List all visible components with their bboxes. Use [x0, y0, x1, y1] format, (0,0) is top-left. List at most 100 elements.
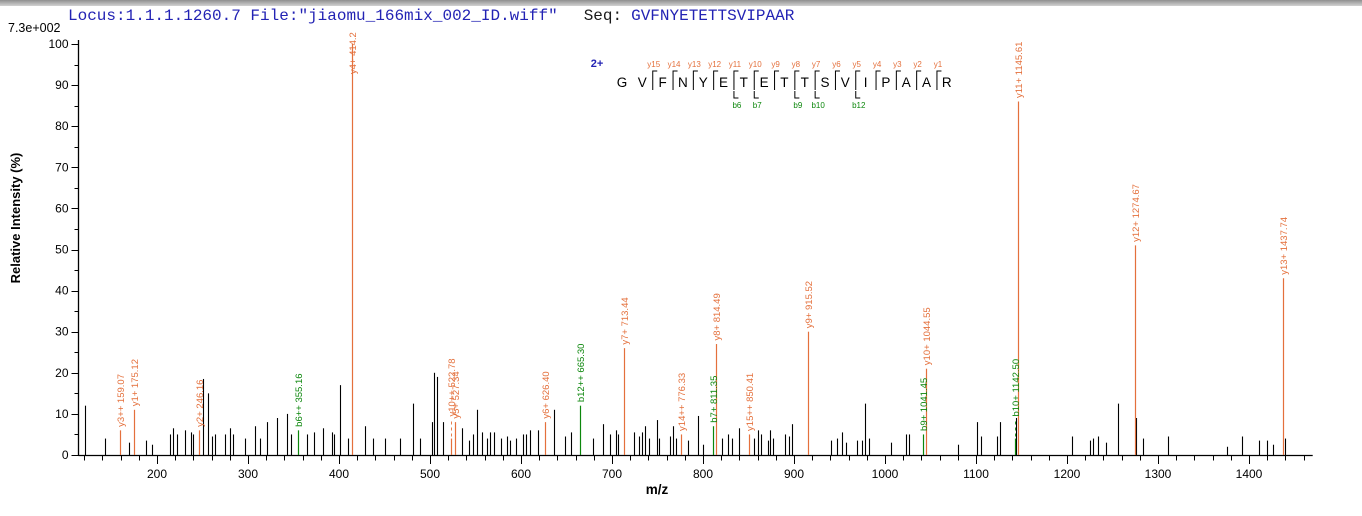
window-chrome-strip — [0, 0, 1362, 6]
peak-label: y2+ 246.16 — [195, 380, 206, 427]
x-tick-label: 800 — [693, 467, 713, 481]
x-tick-label: 1300 — [1145, 467, 1172, 481]
peak-label: y10+ 1044.55 — [922, 307, 933, 365]
sequence-residue: V — [638, 75, 647, 90]
y-ion-cleavage-mark — [814, 70, 820, 90]
sequence-residue: T — [740, 75, 748, 90]
peak-label: b6++ 355.16 — [294, 373, 305, 426]
x-tick-label: 400 — [329, 467, 349, 481]
peak-label: y12+ 1274.67 — [1131, 184, 1142, 242]
sequence-residue: V — [841, 75, 850, 90]
y-ion-cleavage-mark — [753, 70, 759, 90]
b-ion-cleavage-mark — [753, 91, 759, 99]
b-ion-cleavage-mark — [733, 91, 739, 99]
peak-label: y6+ 626.40 — [541, 371, 552, 418]
sequence-residue: E — [719, 75, 728, 90]
sequence-residue: A — [902, 75, 911, 90]
y-tick-label: 0 — [62, 448, 69, 462]
x-tick-label: 1100 — [963, 467, 989, 481]
peak-label: y11+ 1145.61 — [1014, 42, 1025, 98]
y-ion-cleavage-mark — [672, 70, 678, 90]
peak-label: y7+ 713.44 — [620, 297, 631, 344]
y-ion-label: y12 — [708, 60, 721, 69]
y-ion-label: y2 — [913, 60, 922, 69]
y-ion-cleavage-mark — [936, 70, 942, 90]
y-ion-cleavage-mark — [834, 70, 840, 90]
sequence-residue: T — [801, 75, 809, 90]
x-tick-label: 900 — [784, 467, 804, 481]
peak-label: y9+ 915.52 — [804, 281, 815, 328]
y-ion-label: y9 — [771, 60, 780, 69]
peak-label: y3++ 159.07 — [116, 374, 127, 427]
peak-label: y8+ 814.49 — [712, 293, 723, 340]
y-ion-label: y5 — [853, 60, 862, 69]
y-ion-cleavage-mark — [652, 70, 658, 90]
x-tick-label: 200 — [147, 467, 167, 481]
y-axis-title: Relative Intensity (%) — [8, 153, 23, 284]
b-ion-label: b12 — [852, 101, 866, 110]
y-ion-cleavage-mark — [916, 70, 922, 90]
y-tick-label: 90 — [55, 78, 69, 92]
peak-label: y5+ 527.34 — [451, 371, 462, 418]
y-ion-cleavage-mark — [713, 70, 719, 90]
b-ion-label: b10 — [811, 101, 825, 110]
y-tick-label: 30 — [55, 325, 69, 339]
y-ion-label: y13 — [688, 60, 701, 69]
y-ion-cleavage-mark — [692, 70, 698, 90]
y-ion-label: y15 — [647, 60, 660, 69]
y-ion-label: y3 — [893, 60, 902, 69]
y-ion-label: y8 — [792, 60, 801, 69]
x-tick-label: 500 — [420, 467, 440, 481]
spectrum-header: Locus:1.1.1.1260.7 File:"jiaomu_166mix_0… — [68, 7, 794, 25]
precursor-charge-label: 2+ — [591, 58, 604, 70]
y-tick-label: 70 — [55, 160, 69, 174]
seq-label: Seq: — [583, 7, 623, 25]
y-ion-cleavage-mark — [875, 70, 881, 90]
sequence-residue: N — [678, 75, 688, 90]
x-tick-label: 1200 — [1054, 467, 1081, 481]
b-ion-cleavage-mark — [794, 91, 800, 99]
y-ion-label: y14 — [668, 60, 681, 69]
y-ion-label: y1 — [934, 60, 943, 69]
y-ion-cleavage-mark — [733, 70, 739, 90]
x-tick-label: 1000 — [872, 467, 899, 481]
x-axis-title: m/z — [646, 482, 669, 497]
sequence-residue: F — [658, 75, 666, 90]
peak-label: y15++ 850.41 — [745, 373, 756, 431]
peak-label: y1+ 175.12 — [130, 359, 141, 406]
peak-label: b9+ 1041.45 — [919, 378, 930, 431]
peak-label: b7+ 811.35 — [709, 376, 720, 423]
y-tick-label: 60 — [55, 201, 69, 215]
y-ion-label: y11 — [729, 60, 742, 69]
y-ion-cleavage-mark — [794, 70, 800, 90]
y-tick-label: 40 — [55, 284, 69, 298]
sequence-residue: E — [760, 75, 769, 90]
y-tick-label: 50 — [55, 243, 69, 257]
b-ion-label: b6 — [732, 101, 741, 110]
sequence-residue: P — [881, 75, 890, 90]
sequence-residue: A — [922, 75, 931, 90]
sequence-residue: G — [617, 75, 628, 90]
peak-label: y13+ 1437.74 — [1279, 217, 1290, 275]
peak-label: y4+ 414.2 — [348, 32, 359, 74]
x-tick-label: 600 — [511, 467, 531, 481]
y-ion-label: y10 — [749, 60, 762, 69]
sequence-residue: Y — [699, 75, 708, 90]
sequence-text: GVFNYETETTSVIPAAR — [631, 7, 795, 25]
y-tick-label: 10 — [55, 407, 69, 421]
b-ion-label: b7 — [753, 101, 762, 110]
y-tick-label: 80 — [55, 119, 69, 133]
sequence-residue: T — [780, 75, 788, 90]
y-tick-label: 100 — [48, 37, 68, 51]
peak-label: b10+ 1142.50 — [1011, 359, 1022, 417]
b-ion-cleavage-mark — [814, 91, 820, 99]
y-ion-cleavage-mark — [774, 70, 780, 90]
intensity-scale-label: 7.3e+002 — [8, 21, 61, 35]
sequence-residue: I — [864, 75, 868, 90]
x-tick-label: 300 — [238, 467, 258, 481]
y-ion-cleavage-mark — [855, 70, 861, 90]
y-ion-label: y4 — [873, 60, 882, 69]
y-tick-label: 20 — [55, 366, 69, 380]
